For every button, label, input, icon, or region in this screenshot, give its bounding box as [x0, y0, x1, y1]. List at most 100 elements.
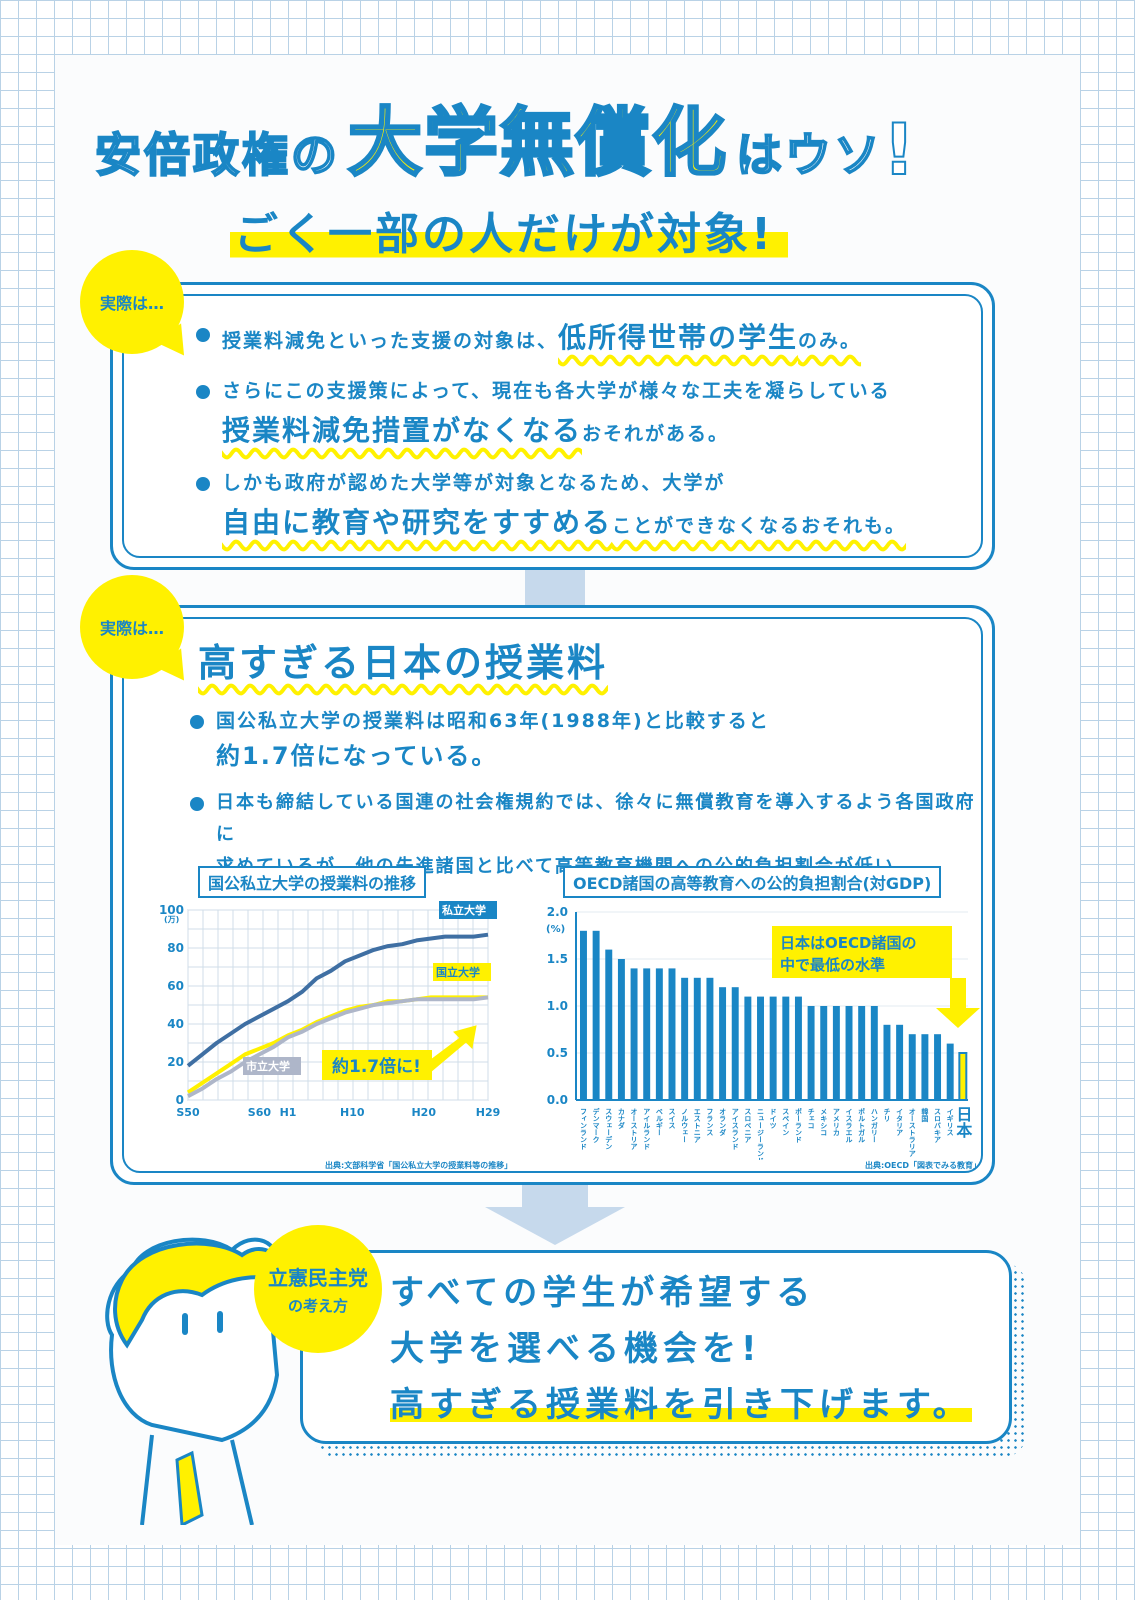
x-tick-label: H20: [411, 1106, 436, 1119]
bar-12: [731, 987, 739, 1100]
bar-26: [908, 1034, 916, 1100]
bar-1: [592, 930, 600, 1100]
bar-16: [782, 996, 790, 1100]
y-tick-label: 60: [167, 979, 184, 993]
bar-23: [870, 1006, 878, 1100]
category-label: スロバキア: [934, 1108, 942, 1143]
bar-27: [921, 1034, 929, 1100]
category-label: ベルギー: [655, 1108, 663, 1136]
bar-13: [744, 996, 752, 1100]
y-tick-label: 0: [176, 1093, 184, 1107]
title-exclamation: !: [882, 109, 916, 191]
category-label: スイス: [668, 1108, 676, 1129]
title-part3: はウソ: [735, 127, 883, 183]
y-axis-unit: (%): [546, 924, 565, 935]
chart1-title: 国公私立大学の授業料の推移: [198, 866, 427, 898]
y-tick-label: 80: [167, 941, 184, 955]
category-label: ニュージーランド: [757, 1108, 765, 1160]
category-label: ノルウェー: [681, 1108, 689, 1143]
item-suffix: のみ。: [798, 330, 862, 352]
bar-28: [934, 1034, 942, 1100]
final-line-3: 高すぎる授業料を引き下げます。: [390, 1385, 972, 1425]
subtitle: ごく一部の人だけが対象!: [230, 198, 880, 264]
character-illustration: [105, 1237, 291, 1525]
section1-item-2: さらにこの支援策によって、現在も各大学が様々な工夫を凝らしている 授業料減免措置…: [196, 375, 986, 451]
category-label: イタリア: [896, 1108, 904, 1136]
bar-8: [681, 977, 689, 1100]
bar-20: [832, 1006, 840, 1100]
y-tick-label: 0.5: [547, 1046, 568, 1060]
y-tick-label: 100: [159, 903, 184, 917]
category-label: アメリカ: [832, 1108, 840, 1136]
y-tick-label: 1.5: [547, 952, 568, 966]
arrow-down-icon: [936, 978, 980, 1028]
category-label: デンマーク: [592, 1107, 600, 1143]
item-suffix: ことができなくなるおそれも。: [612, 515, 907, 537]
category-label: 韓国: [921, 1107, 929, 1123]
section2-heading: 高すぎる日本の授業料: [198, 641, 609, 685]
category-label: エストニア: [693, 1108, 701, 1143]
series-label: 私立大学: [442, 903, 486, 917]
bar-29: [946, 1043, 954, 1100]
final-line-1: すべての学生が希望する: [390, 1273, 816, 1313]
y-tick-label: 2.0: [547, 905, 568, 919]
item-suffix: おそれがある。: [582, 423, 730, 445]
category-label: メキシコ: [820, 1108, 828, 1136]
section-connector: [525, 570, 585, 610]
bar-22: [858, 1006, 866, 1100]
bullet-dot: [190, 797, 204, 811]
party-name: 立憲民主党: [268, 1266, 368, 1290]
annotation-bg: [772, 926, 952, 978]
category-label: ポーランド: [794, 1107, 802, 1143]
item-emphasis: 低所得世帯の学生: [558, 321, 799, 354]
section1-item-3: しかも政府が認めた大学等が対象となるため、大学が 自由に教育や研究をすすめること…: [196, 467, 986, 543]
section2-inner-border: [122, 617, 983, 1173]
category-label: ドイツ: [769, 1108, 777, 1129]
section2-badge: 実際は…: [80, 575, 184, 679]
growth-arrow-icon: [419, 1025, 477, 1075]
arrow-shaft: [522, 1185, 588, 1207]
final-message: すべての学生が希望する 大学を選べる機会を! 高すぎる授業料を引き下げます。: [390, 1265, 1000, 1433]
chart1-source: 出典:文部科学省「国公私立大学の授業料等の推移」: [325, 1161, 513, 1170]
series-label-bg: [439, 901, 497, 919]
series-line-2: [187, 995, 489, 1098]
y-tick-label: 1.0: [547, 999, 568, 1013]
category-label: チリ: [883, 1108, 891, 1122]
item-text: 日本も締結している国連の社会権規約では、徐々に無償教育を導入するよう各国政府に: [216, 792, 976, 845]
annotation-bg: [322, 1050, 432, 1080]
bar-11: [719, 987, 727, 1100]
section1-item-1: 授業料減免といった支援の対象は、低所得世帯の学生のみ。: [196, 318, 986, 361]
tuition-line-chart: 100 80 60 40 20 0 (万) S50 S60 H1 H10 H20 H29 私立大学国立大学…: [159, 901, 500, 1119]
series-label-bg: [433, 963, 491, 981]
series-label: 市立大学: [246, 1059, 290, 1073]
bullet-dot: [190, 715, 204, 729]
section2-list: 国公私立大学の授業料は昭和63年(1988年)と比較すると 約1.7倍になってい…: [190, 705, 980, 883]
bar-5: [643, 968, 651, 1100]
bar-0: [580, 930, 587, 1100]
item-text: 国公私立大学の授業料は昭和63年(1988年)と比較すると: [216, 710, 770, 732]
hair-icon: [113, 1241, 282, 1349]
series-label-bg: [243, 1057, 301, 1075]
category-label: イギリス: [946, 1108, 954, 1136]
bar-19: [820, 1006, 828, 1100]
section1-box: [110, 282, 995, 570]
left-eye-icon: [182, 1313, 188, 1335]
poster-title: 安倍政権の 大学無償化 はウソ !: [94, 95, 1055, 191]
category-label: アイスランド: [731, 1108, 739, 1150]
tie-icon: [175, 1450, 204, 1525]
bar-15: [769, 996, 777, 1100]
category-label: フィンランド: [579, 1108, 587, 1150]
category-label-highlight: 日本: [953, 1106, 972, 1139]
final-line-2: 大学を選べる機会を!: [390, 1329, 762, 1369]
bar-18: [807, 1006, 815, 1100]
category-label: カナダ: [617, 1108, 625, 1130]
section2-item-1: 国公私立大学の授業料は昭和63年(1988年)と比較すると 約1.7倍になってい…: [190, 705, 980, 775]
section1-badge: 実際は…: [80, 250, 184, 354]
bar-2: [605, 949, 613, 1100]
item-emphasis: 自由に教育や研究をすすめる: [222, 506, 613, 539]
category-label: スロベニア: [744, 1108, 752, 1143]
annotation-line-1: 日本はOECD諸国の: [780, 934, 916, 952]
chart2-source: 出典:OECD「図表でみる教育」: [865, 1161, 981, 1170]
bar-24: [883, 1024, 891, 1100]
category-label: オーストラリア: [908, 1108, 916, 1157]
